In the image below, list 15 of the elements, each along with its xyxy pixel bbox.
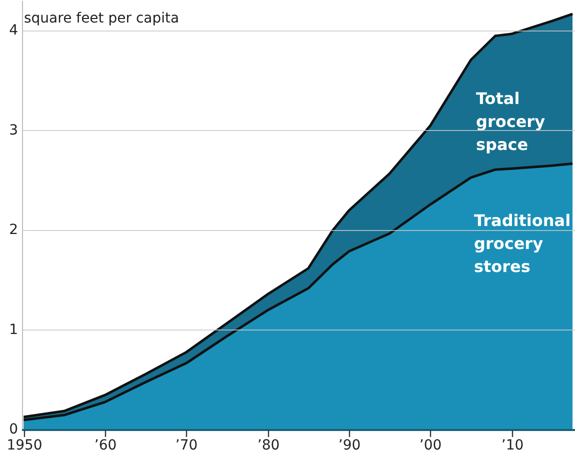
x-tick-label: 1950 [6,438,42,454]
y-axis-title: square feet per capita [24,10,180,27]
x-tick-label: ’00 [419,438,442,454]
x-tick-label: ’60 [94,438,117,454]
x-tick-label: ’90 [338,438,361,454]
series-label: Traditional grocery stores [474,211,571,276]
y-tick-label: 0 [9,422,18,438]
series-label: Total grocery space [476,89,546,154]
x-tick-label: ’10 [501,438,524,454]
x-tick-label: ’70 [175,438,198,454]
x-tick-label: ’80 [257,438,280,454]
y-tick-label: 2 [9,222,18,238]
y-tick-label: 1 [9,322,18,338]
y-tick-label: 4 [9,22,18,39]
y-tick-label: 3 [9,122,18,138]
